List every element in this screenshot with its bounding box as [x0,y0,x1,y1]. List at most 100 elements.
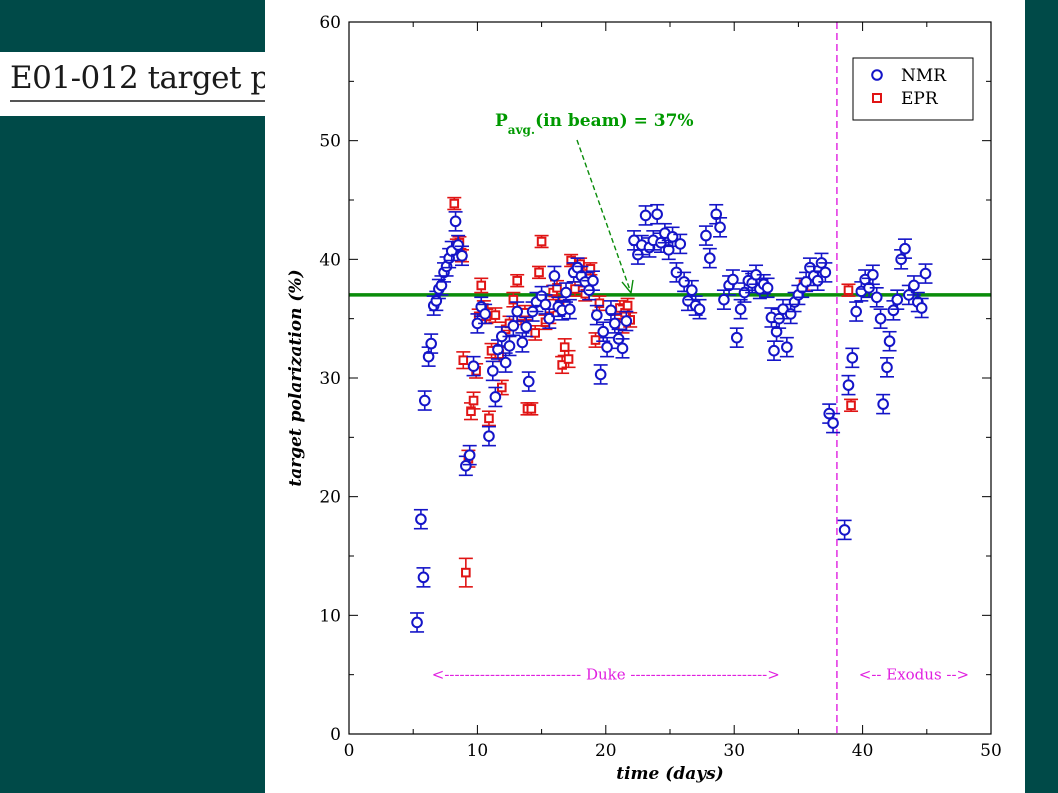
nmr-marker [734,303,747,315]
nmr-marker [870,291,883,304]
nmr-marker [520,321,532,333]
legend-nmr-label: NMR [901,66,947,86]
nmr-point [879,357,894,378]
y-tick-label: 30 [319,369,341,389]
nmr-point [845,347,860,369]
nmr-point [454,245,469,267]
nmr-point [562,298,577,320]
nmr-point [709,203,724,225]
y-tick-label: 60 [319,13,341,33]
nmr-marker [594,368,607,381]
epr-point [534,234,549,249]
nmr-marker [435,279,448,292]
nmr-marker [539,298,552,311]
nmr-point [596,321,611,343]
nmr-marker [887,304,900,317]
axes-layer: 0 10 20 30 40 50 0 10 20 30 40 50 60 time (days) targe… [286,13,1002,784]
nmr-point [698,225,713,246]
nmr-point [841,374,856,396]
nmr-marker [686,284,698,296]
nmr-point [481,425,496,447]
nmr-marker [452,239,464,251]
nmr-point [417,390,432,411]
nmr-marker [908,279,920,292]
nmr-marker [560,286,572,299]
nmr-marker [915,302,928,314]
nmr-series [410,203,933,633]
nmr-point [558,282,573,303]
nmr-marker [881,361,893,374]
nmr-marker [417,571,430,584]
epr-marker [508,294,519,305]
nmr-point [589,304,604,326]
x-tick-label: 40 [852,741,874,761]
epr-marker [449,198,460,209]
nmr-point [410,612,425,633]
nmr-marker [770,325,783,338]
nmr-marker [418,394,431,407]
nmr-point [849,301,864,322]
average-label-arrowhead [621,279,634,295]
nmr-marker [449,215,462,228]
nmr-marker [601,341,613,353]
epr-marker [490,310,501,320]
epr-point [466,391,481,410]
nmr-point [458,455,473,477]
nmr-marker [543,312,556,325]
nmr-marker [467,360,480,372]
nmr-point [498,352,513,373]
nmr-point [865,264,880,286]
x-tick-label: 0 [344,741,355,761]
nmr-point [494,326,509,347]
epr-point [447,196,462,211]
nmr-marker [605,304,617,317]
nmr-point [416,567,431,588]
nmr-point [600,336,615,358]
epr-marker [536,236,547,247]
nmr-marker [714,221,726,234]
epr-marker [468,395,479,406]
nmr-marker [693,303,706,315]
nmr-point [585,270,600,291]
nmr-marker [425,337,437,350]
epr-point [481,410,496,427]
nmr-marker [651,208,663,221]
nmr-marker [700,229,712,242]
nmr-marker [761,282,774,294]
epr-point [463,402,478,421]
nmr-point [729,327,744,348]
nmr-point [769,321,784,343]
nmr-marker [877,398,889,410]
nmr-marker [850,305,862,318]
nmr-point [650,203,665,225]
epr-point [458,557,473,588]
nmr-point [547,265,562,287]
nmr-point [918,263,933,284]
nmr-marker [883,335,896,348]
nmr-marker [499,356,512,369]
epr-marker [530,328,540,338]
legend-box [852,57,974,121]
nmr-point [914,297,929,319]
y-tick-label: 10 [319,606,341,626]
nmr-point [424,333,439,354]
nmr-point [506,315,521,337]
nmr-marker [704,252,716,264]
nmr-marker [489,391,502,403]
nmr-point [725,269,740,290]
nmr-marker [507,319,520,332]
nmr-marker [479,308,491,320]
x-axis-label: time (days) [616,764,723,784]
y-tick-label: 20 [319,488,341,508]
nmr-marker [674,238,687,250]
nmr-marker [639,209,652,222]
epr-marker [559,342,570,352]
epr-point [841,283,856,297]
nmr-marker [919,267,932,280]
nmr-marker [548,270,561,282]
nmr-point [760,277,775,299]
nmr-point [502,335,517,357]
epr-point [844,398,859,413]
epr-marker [461,567,471,578]
x-tick-label: 50 [980,741,1002,761]
